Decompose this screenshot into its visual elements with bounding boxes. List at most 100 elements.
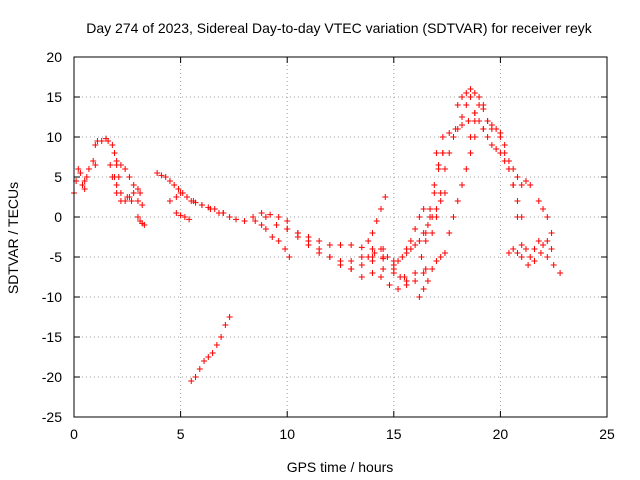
series-arc-37 — [535, 198, 555, 236]
series-arc-13 — [252, 218, 293, 260]
series-arc-11 — [188, 314, 233, 384]
y-tick-label: 10 — [46, 129, 62, 145]
data-point — [226, 314, 233, 320]
data-point — [109, 174, 116, 180]
data-point — [433, 258, 440, 264]
data-point — [220, 210, 227, 216]
data-point — [250, 214, 257, 220]
data-point — [81, 178, 88, 184]
series-arc-27 — [433, 110, 478, 156]
data-point — [510, 182, 517, 188]
data-point — [134, 198, 141, 204]
data-point — [412, 226, 419, 232]
data-point — [412, 242, 419, 248]
data-point — [358, 274, 365, 280]
data-point — [467, 134, 474, 140]
data-point — [186, 216, 193, 223]
data-points — [71, 86, 564, 384]
data-point — [130, 190, 137, 196]
data-point — [395, 286, 402, 292]
data-point — [429, 266, 436, 272]
chart-title: Day 274 of 2023, Sidereal Day-to-day VTE… — [86, 20, 592, 36]
data-point — [535, 238, 542, 244]
data-point — [459, 122, 466, 128]
data-point — [83, 174, 90, 180]
data-point — [446, 150, 453, 156]
data-point — [403, 246, 410, 252]
data-point — [386, 282, 393, 288]
series-arc-17 — [348, 266, 429, 280]
data-point — [201, 358, 208, 364]
data-point — [540, 206, 547, 212]
data-point — [480, 126, 487, 132]
data-point — [124, 194, 131, 200]
y-tick-label: -10 — [42, 289, 62, 305]
data-point — [422, 266, 429, 272]
data-point — [109, 142, 116, 148]
data-point — [284, 218, 291, 224]
data-point — [501, 142, 508, 148]
data-point — [326, 242, 333, 248]
data-point — [77, 170, 84, 176]
data-point — [467, 86, 474, 92]
data-point — [252, 218, 259, 224]
data-point — [122, 166, 129, 172]
data-point — [92, 142, 99, 148]
data-point — [471, 90, 478, 96]
data-point — [81, 186, 88, 192]
series-arc-25 — [422, 150, 446, 244]
data-point — [424, 222, 431, 228]
data-point — [484, 118, 491, 124]
data-point — [85, 166, 92, 172]
data-point — [531, 258, 538, 264]
data-point — [358, 244, 365, 251]
data-point — [484, 134, 491, 140]
data-point — [378, 206, 385, 212]
data-point — [267, 211, 274, 218]
data-point — [397, 274, 404, 280]
y-tick-label: -25 — [42, 409, 62, 425]
data-point — [305, 238, 312, 244]
data-point — [420, 286, 427, 292]
axis-ticks: 0 5 10 15 20 25 -25 -20 -15 -10 -5 0 5 10 15 20 — [42, 49, 615, 442]
data-point — [480, 106, 487, 112]
data-point — [158, 172, 165, 179]
data-point — [467, 150, 474, 156]
x-tick-label: 0 — [70, 426, 78, 442]
data-point — [420, 206, 427, 212]
data-point — [454, 198, 461, 204]
data-point — [262, 214, 269, 220]
data-point — [79, 182, 86, 188]
data-point — [294, 230, 301, 236]
data-point — [113, 158, 120, 164]
data-point — [209, 350, 216, 356]
data-point — [207, 206, 214, 212]
x-tick-label: 5 — [177, 426, 185, 442]
y-tick-label: 20 — [46, 49, 62, 65]
data-point — [514, 198, 521, 204]
data-point — [166, 198, 173, 204]
data-point — [535, 198, 542, 204]
data-point — [369, 246, 376, 252]
data-point — [433, 150, 440, 156]
y-tick-label: 15 — [46, 89, 62, 105]
data-point — [510, 246, 517, 252]
data-point — [382, 194, 389, 200]
data-point — [286, 254, 293, 260]
data-point — [518, 254, 525, 260]
data-point — [188, 378, 195, 384]
data-point — [446, 130, 453, 136]
data-point — [75, 166, 82, 172]
data-point — [282, 246, 289, 252]
data-point — [420, 270, 427, 276]
data-point — [92, 162, 99, 168]
data-point — [105, 138, 112, 144]
data-point — [488, 142, 495, 148]
x-tick-label: 15 — [386, 426, 402, 442]
data-point — [371, 250, 378, 256]
data-point — [111, 150, 118, 156]
data-point — [437, 190, 444, 196]
data-point — [459, 182, 466, 188]
data-point — [222, 322, 229, 328]
data-point — [403, 282, 410, 288]
